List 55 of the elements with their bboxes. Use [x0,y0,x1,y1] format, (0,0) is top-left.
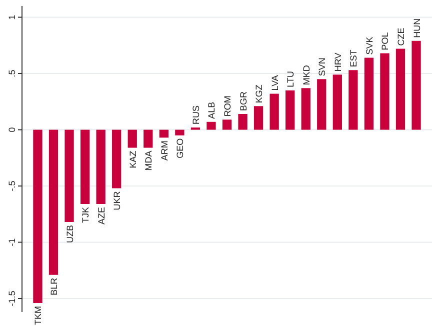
x-tick-label: TKM [33,306,44,325]
x-tick-label: POL [380,32,390,50]
x-tick-label: HRV [332,52,343,72]
y-tick-label: 0 [7,127,17,132]
bar [159,130,168,138]
x-tick-label: ALB [206,102,217,119]
bar [112,130,122,188]
x-tick-label: AZE [96,207,106,225]
x-tick-label: TJK [80,207,91,224]
x-tick-label: UKR [112,190,122,210]
y-tick-label: 1 [7,14,17,20]
x-tick-label: BGR [238,90,248,111]
x-tick-label: LTU [286,71,296,88]
bar [96,130,106,204]
bar [222,120,232,130]
x-tick-label: MKD [301,64,312,86]
bar [396,48,406,130]
bar [412,40,421,130]
y-tick-label: -1 [7,238,17,246]
y-tick-label: -1.5 [7,290,17,306]
x-tick-label: KGZ [254,84,264,104]
bar [301,88,310,130]
bar [175,130,184,136]
y-tick-label: .5 [7,70,17,78]
x-tick-label: RUS [190,105,201,124]
x-tick-label: LVA [270,75,280,91]
bar [48,130,58,275]
x-tick-label: MDA [144,150,154,171]
x-tick-label: BLR [49,277,59,296]
x-tick-label: HUN [412,18,422,38]
x-tick-label: ARM [159,140,170,161]
bar [238,114,248,130]
bar [332,74,342,130]
bar [33,130,42,303]
bar [286,90,295,130]
bar [317,79,326,130]
x-tick-label: SVN [317,58,328,76]
x-tick-label: UZB [64,225,75,243]
bar [254,106,264,130]
bar [348,70,358,130]
x-tick-label: SVK [364,36,374,55]
x-tick-label: ROM [222,96,232,117]
bar [80,130,90,204]
bar [270,94,279,130]
bar [64,130,74,222]
bar [380,53,390,130]
x-tick-label: EST [348,49,359,68]
x-tick-label: KAZ [128,150,138,168]
y-tick-label: -.5 [7,180,17,192]
x-tick-label: CZE [396,28,406,46]
bar [144,130,153,148]
bar [364,58,374,130]
bar [128,130,137,148]
bar [206,122,216,130]
x-tick-label: GEO [175,138,186,158]
